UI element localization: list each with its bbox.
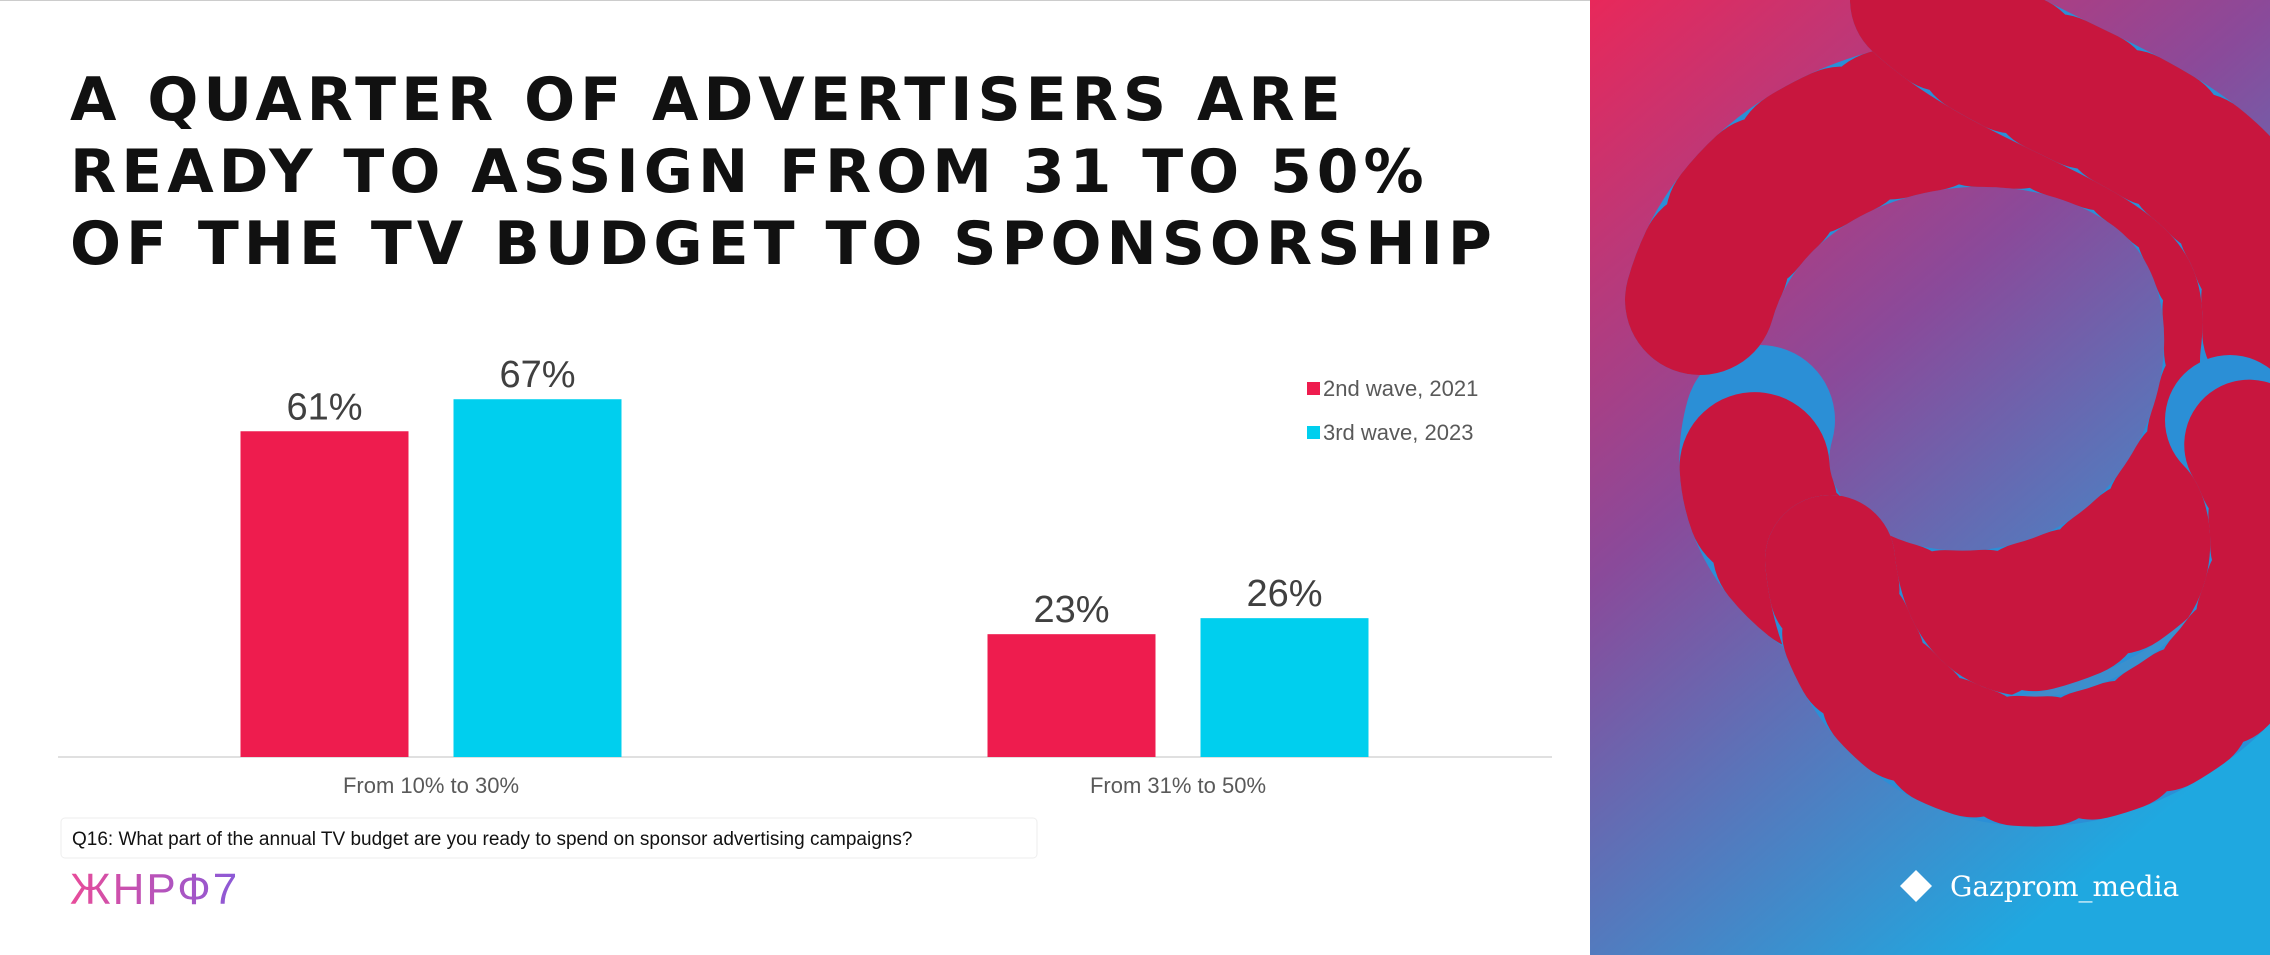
logo: ЖНРФ7 <box>70 865 239 914</box>
value-label: 23% <box>1033 589 1109 631</box>
legend-label: 2nd wave, 2021 <box>1323 376 1478 401</box>
x-tick-label: From 10% to 30% <box>343 773 519 798</box>
chart: From 10% to 30% 61% 67% From 31% to 50% 23% 2… <box>58 354 1552 798</box>
title-line: A QUARTER OF ADVERTISERS ARE <box>70 65 1346 135</box>
value-label: 26% <box>1246 573 1322 615</box>
bar <box>240 431 409 757</box>
swirl <box>1625 0 2270 827</box>
title-line: OF THE TV BUDGET TO SPONSORSHIP <box>70 209 1497 279</box>
value-label: 61% <box>286 386 362 428</box>
legend-swatch <box>1307 426 1320 439</box>
value-label: 67% <box>499 354 575 396</box>
question: Q16: What part of the annual TV budget a… <box>72 829 912 850</box>
legend-swatch <box>1307 382 1320 395</box>
bar <box>987 634 1156 757</box>
legend-label: 3rd wave, 2023 <box>1323 420 1473 445</box>
bar <box>1200 618 1369 757</box>
brand-icon <box>1900 870 1932 902</box>
brand: Gazprom_media <box>1950 870 2179 903</box>
decor-panel: Gazprom_media <box>1590 0 2270 955</box>
bar <box>453 399 622 757</box>
note-box <box>60 817 1038 859</box>
title-line: READY TO ASSIGN FROM 31 TO 50% <box>70 137 1429 207</box>
x-tick-label: From 31% to 50% <box>1090 773 1266 798</box>
